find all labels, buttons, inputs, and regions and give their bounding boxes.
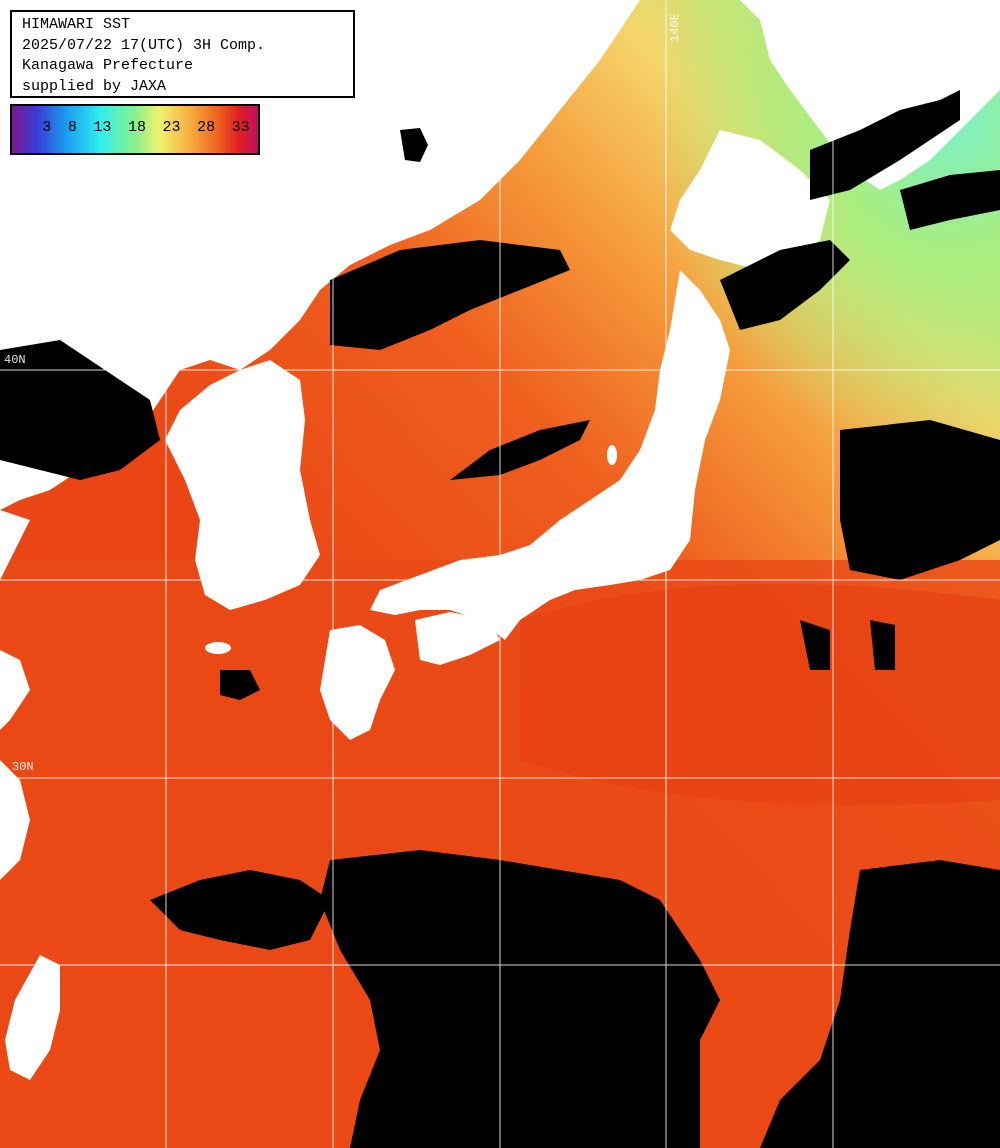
scale-label: 28 [197, 119, 216, 136]
latitude-label-30n: 30N [12, 760, 34, 774]
cloud-west-china [150, 870, 330, 950]
scale-label: 18 [127, 119, 146, 136]
cloud-okinawa [220, 670, 260, 700]
scale-label: 8 [67, 119, 77, 136]
title-product: HIMAWARI SST [22, 16, 131, 33]
cloud-north-center [810, 90, 960, 200]
longitude-label-140e: 140E [668, 13, 682, 42]
land [0, 0, 1000, 1080]
land-sado [607, 445, 617, 465]
land-hokkaido [740, 0, 1000, 190]
land-jeju [205, 642, 231, 654]
temperature-color-scale: 3 8 13 18 23 28 33 [10, 104, 260, 155]
cloud-south [320, 850, 720, 1148]
land-hokkaido-south [670, 130, 830, 270]
cloud-noto [450, 420, 590, 480]
cloud-east-2 [800, 620, 895, 670]
land-china-coast [0, 510, 30, 880]
title-box: HIMAWARI SST 2025/07/22 17(UTC) 3H Comp.… [10, 10, 355, 98]
cloud-northeast-coast [900, 170, 1000, 230]
title-datetime: 2025/07/22 17(UTC) 3H Comp. [22, 36, 266, 54]
land-shikoku [415, 612, 500, 665]
scale-label: 33 [231, 119, 250, 136]
land-kyushu [320, 625, 395, 740]
cloud-east-1 [840, 420, 1000, 580]
cloud-southeast [760, 860, 1000, 1148]
cloud-sea-of-japan [330, 240, 570, 350]
scale-labels: 3 8 13 18 23 28 33 [12, 119, 258, 136]
scale-label: 23 [162, 119, 181, 136]
cloud-northwest [0, 340, 160, 480]
cloud-mask [0, 90, 1000, 1148]
scale-label: 3 [42, 119, 52, 136]
land-honshu [370, 270, 730, 640]
land-korean-peninsula [165, 360, 320, 610]
cloud-island [400, 128, 428, 162]
scale-label: 13 [93, 119, 112, 136]
latitude-label-40n: 40N [4, 353, 26, 367]
title-credit: supplied by JAXA [22, 77, 167, 95]
land-taiwan [5, 955, 60, 1080]
title-region: Kanagawa Prefecture [22, 57, 194, 74]
warm-core-south-coast [520, 584, 1000, 805]
cloud-tohoku [720, 240, 850, 330]
